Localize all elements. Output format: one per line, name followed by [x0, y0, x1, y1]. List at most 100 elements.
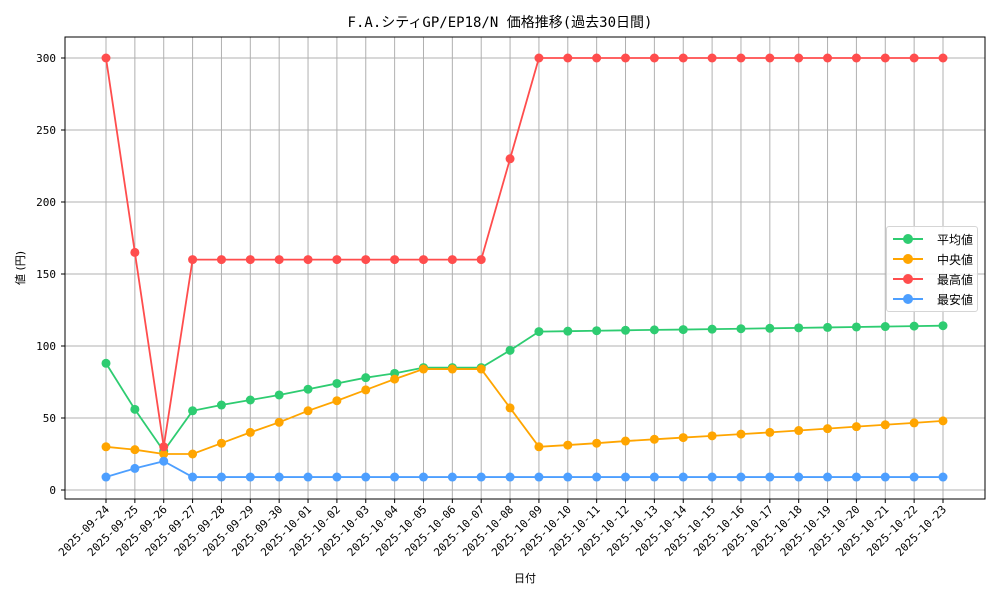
data-point [101, 358, 111, 368]
data-point [361, 255, 371, 265]
data-point [765, 472, 775, 482]
data-point [621, 472, 631, 482]
y-tick-label: 300 [36, 52, 56, 65]
data-point [447, 255, 457, 265]
data-point [476, 472, 486, 482]
data-point [274, 255, 284, 265]
legend-item-max: 最高値 [893, 269, 977, 289]
data-point [130, 247, 140, 257]
data-point [851, 322, 861, 332]
data-point [736, 53, 746, 63]
series-line [101, 53, 948, 452]
data-point [274, 390, 284, 400]
legend-marker-icon [893, 252, 923, 266]
data-point [476, 255, 486, 265]
data-point [418, 472, 428, 482]
data-point [823, 472, 833, 482]
data-point [851, 53, 861, 63]
series-line [101, 456, 948, 482]
data-point [332, 472, 342, 482]
legend-item-median: 中央値 [893, 249, 977, 269]
y-tick-label: 200 [36, 196, 56, 209]
data-point [130, 463, 140, 473]
data-point [101, 472, 111, 482]
data-point [621, 53, 631, 63]
data-point [880, 53, 890, 63]
data-point [592, 53, 602, 63]
data-point [765, 427, 775, 437]
plot-frame [64, 36, 986, 500]
data-point [707, 472, 717, 482]
y-tick-label: 150 [36, 268, 56, 281]
data-point [794, 53, 804, 63]
data-point [707, 324, 717, 334]
data-point [303, 255, 313, 265]
legend: 平均値 中央値 最高値 最安値 [886, 226, 978, 312]
data-point [736, 429, 746, 439]
data-point [505, 403, 515, 413]
data-point [794, 323, 804, 333]
data-point [447, 364, 457, 374]
data-point [101, 53, 111, 63]
data-point [303, 384, 313, 394]
data-point [938, 416, 948, 426]
data-point [332, 396, 342, 406]
data-point [159, 449, 169, 459]
data-point [880, 472, 890, 482]
data-point [447, 472, 457, 482]
data-point [938, 53, 948, 63]
data-point [361, 373, 371, 383]
data-point [159, 442, 169, 452]
data-point [563, 440, 573, 450]
data-point [101, 442, 111, 452]
data-point [592, 472, 602, 482]
data-point [159, 456, 169, 466]
data-point [823, 424, 833, 434]
data-point [361, 385, 371, 395]
y-tick-label: 0 [49, 484, 56, 497]
data-point [505, 345, 515, 355]
y-tick-label: 250 [36, 124, 56, 137]
data-point [649, 325, 659, 335]
x-axis-ticks: 2025-09-242025-09-252025-09-262025-09-27… [56, 499, 949, 559]
data-point [534, 327, 544, 337]
data-point [909, 472, 919, 482]
data-point [534, 472, 544, 482]
data-point [361, 472, 371, 482]
data-point [303, 472, 313, 482]
data-point [188, 255, 198, 265]
legend-marker-icon [893, 232, 923, 246]
data-point [938, 472, 948, 482]
x-axis-label: 日付 [514, 572, 536, 585]
y-axis-ticks: 0 50 100 150 200 250 300 [36, 52, 65, 497]
data-point [621, 436, 631, 446]
legend-item-min: 最安値 [893, 289, 977, 309]
data-point [130, 445, 140, 455]
data-point [592, 438, 602, 448]
data-point [707, 431, 717, 441]
data-point [216, 438, 226, 448]
data-point [245, 255, 255, 265]
data-point [678, 433, 688, 443]
data-point [736, 324, 746, 334]
data-point [909, 53, 919, 63]
data-point [188, 472, 198, 482]
data-point [707, 53, 717, 63]
data-point [390, 255, 400, 265]
data-point [649, 53, 659, 63]
data-point [534, 53, 544, 63]
data-point [418, 255, 428, 265]
data-point [621, 325, 631, 335]
data-point [476, 364, 486, 374]
data-point [332, 255, 342, 265]
data-point [534, 442, 544, 452]
data-point [563, 53, 573, 63]
y-tick-label: 50 [43, 412, 56, 425]
data-point [823, 322, 833, 332]
data-point [216, 400, 226, 410]
data-point [563, 472, 573, 482]
data-point [130, 404, 140, 414]
data-point [851, 472, 861, 482]
data-point [880, 420, 890, 430]
data-point [823, 53, 833, 63]
